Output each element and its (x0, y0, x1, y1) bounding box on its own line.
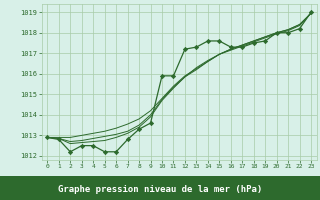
Text: Graphe pression niveau de la mer (hPa): Graphe pression niveau de la mer (hPa) (58, 185, 262, 194)
